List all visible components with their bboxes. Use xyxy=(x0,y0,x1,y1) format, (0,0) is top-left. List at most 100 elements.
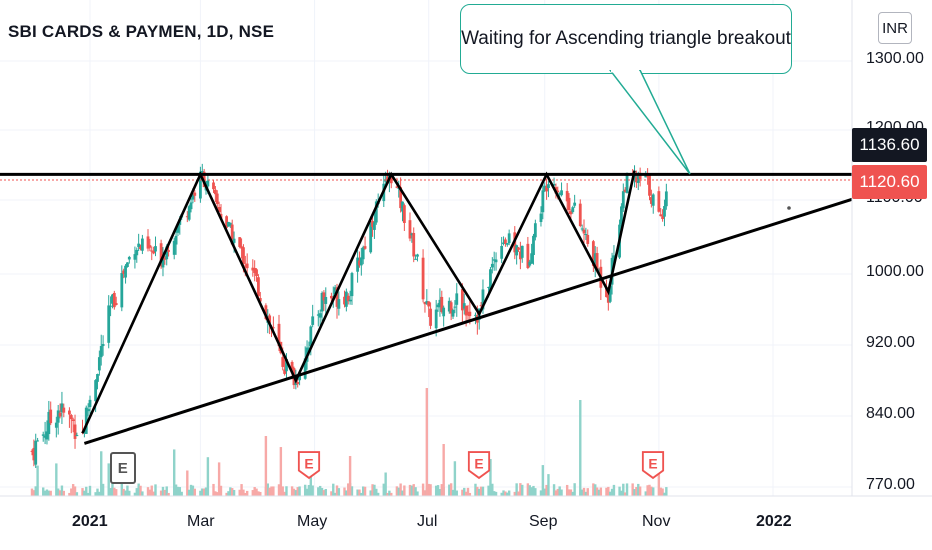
candle-body xyxy=(474,314,477,316)
volume-bar xyxy=(259,491,262,496)
volume-bar xyxy=(212,483,215,496)
volume-bar xyxy=(62,490,66,496)
volume-bar xyxy=(120,483,124,496)
candle-body xyxy=(346,295,350,302)
volume-bar xyxy=(305,488,309,496)
candle-body xyxy=(150,250,154,252)
candle-body xyxy=(359,257,363,266)
candle-body xyxy=(172,240,176,255)
candle-body xyxy=(176,223,180,233)
candle-body xyxy=(648,174,651,196)
trendline-drawings[interactable] xyxy=(0,170,853,445)
volume-bar xyxy=(659,487,662,496)
candle-body xyxy=(49,409,53,424)
candle-body xyxy=(120,273,124,308)
volume-bar xyxy=(60,485,64,496)
candle-body xyxy=(507,233,511,244)
volume-bar xyxy=(88,485,92,496)
volume-bar xyxy=(191,485,195,496)
candle-body xyxy=(75,435,79,437)
candle-body xyxy=(159,243,163,267)
volume-bar xyxy=(573,483,576,496)
candle-body xyxy=(320,292,324,312)
x-tick-label: Jul xyxy=(417,513,438,530)
volume-bar xyxy=(45,489,49,496)
volume-bar xyxy=(665,487,668,496)
candle-body xyxy=(107,305,111,343)
earnings-marker[interactable]: E xyxy=(109,452,136,484)
candle-body xyxy=(421,257,425,300)
candle-body xyxy=(84,407,88,434)
currency-button[interactable]: INR xyxy=(878,12,912,44)
candle-body xyxy=(34,440,38,465)
volume-bar xyxy=(128,490,131,496)
candle-body xyxy=(71,419,75,422)
candle-body xyxy=(363,246,367,249)
candle-body xyxy=(442,307,446,317)
candle-body xyxy=(606,295,610,303)
candle-body xyxy=(230,224,234,245)
volume-bar xyxy=(161,486,165,496)
candle-body xyxy=(311,316,315,325)
volume-bar xyxy=(146,487,150,496)
volume-bar xyxy=(414,487,417,496)
volume-bar xyxy=(135,488,138,496)
volume-bar xyxy=(625,483,629,496)
volume-bar xyxy=(401,490,404,496)
volume-bar xyxy=(502,490,505,496)
candle-body xyxy=(296,382,300,385)
candle-body xyxy=(185,216,189,218)
earnings-label: E xyxy=(649,456,658,472)
candle-body xyxy=(212,182,215,190)
earnings-marker[interactable]: E xyxy=(297,451,321,480)
candle-body xyxy=(146,236,150,249)
volume-bar xyxy=(466,487,470,496)
candle-body xyxy=(399,187,403,209)
candle-body xyxy=(597,269,601,272)
drawing-anchor-point[interactable] xyxy=(787,206,791,210)
candle-body xyxy=(567,197,571,211)
volume-bar xyxy=(47,490,51,496)
candle-body xyxy=(410,233,414,236)
volume-bar xyxy=(623,492,627,496)
candle-body xyxy=(651,194,655,206)
volume-bar xyxy=(311,485,314,496)
candle-body xyxy=(661,216,664,220)
volume-bar xyxy=(648,484,651,496)
volume-bar xyxy=(543,488,546,496)
callout-annotation[interactable]: Waiting for Ascending triangle breakout xyxy=(460,4,792,74)
volume-bar xyxy=(139,485,142,496)
candle-body xyxy=(96,374,99,382)
volume-bar xyxy=(595,487,599,496)
volume-bar xyxy=(453,461,457,496)
volume-bar xyxy=(214,491,217,496)
volume-bar xyxy=(187,489,191,496)
candle-body xyxy=(348,299,352,302)
volume-bar xyxy=(227,491,230,496)
candle-body xyxy=(543,185,547,191)
candle-body xyxy=(213,189,217,195)
candle-body xyxy=(242,247,245,265)
candle-body xyxy=(657,191,661,212)
volume-bar xyxy=(126,485,129,496)
candle-body xyxy=(361,247,365,260)
volume-spike xyxy=(442,444,445,496)
volume-spike xyxy=(425,388,429,496)
volume-bar xyxy=(464,491,468,496)
volume-bar xyxy=(148,489,152,496)
candle-body xyxy=(528,261,532,266)
volume-bar xyxy=(423,490,427,496)
zigzag-pattern-line[interactable] xyxy=(81,170,636,434)
volume-bar xyxy=(358,489,361,496)
candle-body xyxy=(533,223,537,238)
volume-bar xyxy=(113,487,116,496)
x-tick-label: Mar xyxy=(187,513,215,530)
volume-bar xyxy=(36,465,39,496)
ascending-support-line[interactable] xyxy=(83,197,853,445)
volume-bar xyxy=(290,486,294,496)
earnings-marker[interactable]: E xyxy=(467,451,491,480)
volume-bar xyxy=(517,491,520,496)
earnings-marker[interactable]: E xyxy=(641,451,665,480)
candle-body xyxy=(494,259,498,263)
